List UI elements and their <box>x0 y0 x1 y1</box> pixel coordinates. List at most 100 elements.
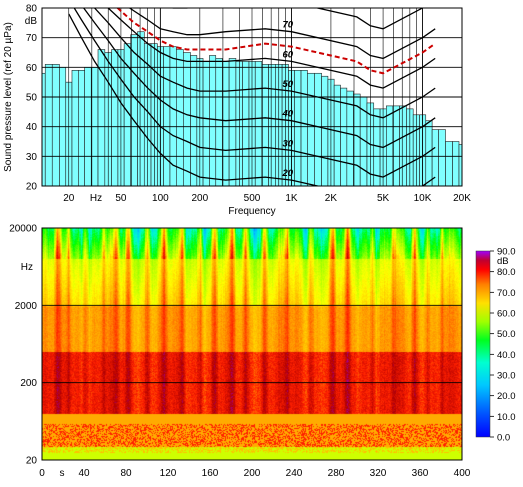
spectrum-bar <box>242 61 250 186</box>
colorbar: 90.080.070.060.050.040.030.020.010.00.0 … <box>475 247 516 444</box>
threshold-curve <box>116 8 436 75</box>
spectrum-bar <box>458 144 462 186</box>
spectrum-bar <box>321 75 329 186</box>
spectrum-bar <box>399 105 407 186</box>
spectrum-y-ticks: 20 30 40 50 60 70 80 <box>26 4 38 193</box>
loudness-contour <box>68 13 436 186</box>
spectrogram-x-tick: 240 <box>286 468 303 479</box>
spectrum-bar <box>228 58 237 186</box>
spectrum-bar <box>51 64 60 186</box>
colorbar-tick-label: 60.0 <box>497 309 516 320</box>
colorbar-tick-label: 10.0 <box>497 412 516 423</box>
spectrum-bar <box>373 108 381 186</box>
spectrogram-x-tick: 40 <box>78 468 90 479</box>
spectrogram-y-tick: 200 <box>20 378 37 389</box>
spectrogram-x-tick: 360 <box>412 468 429 479</box>
spectrum-bar <box>71 70 79 186</box>
loudness-contour <box>128 8 436 60</box>
contour-label: 40 <box>282 109 294 120</box>
spectrum-bar <box>254 61 263 186</box>
colorbar-tick-label: 50.0 <box>497 329 516 340</box>
spectrum-y-tick: 20 <box>26 182 38 193</box>
spectrum-x-unit: Hz <box>90 193 102 204</box>
colorbar-tick-label: 20.0 <box>497 391 516 402</box>
spectrogram-x-tick: 320 <box>370 468 387 479</box>
spectrogram-x-tick: 280 <box>328 468 345 479</box>
spectrum-x-tick: 2K <box>325 193 338 204</box>
spectrum-bar <box>222 61 230 186</box>
spectrum-bar <box>445 141 453 186</box>
spectrum-chart: 20 30 40 50 60 70 20 30 40 50 60 70 80 20 50 100 200 50… <box>3 4 471 218</box>
colorbar-unit: dB <box>497 256 509 267</box>
spectrum-bar <box>78 70 85 186</box>
spectrum-y-unit: dB <box>25 16 38 27</box>
spectrum-bar <box>300 70 308 186</box>
spectrogram-y-tick: 20 <box>26 456 38 467</box>
spectrogram-frame <box>41 227 463 461</box>
colorbar-ticks: 90.0 80.0 70.0 60.0 50.0 40.0 30.0 20.0 10.0 0.0 <box>490 247 516 444</box>
loudness-contour <box>93 8 436 119</box>
spectrum-x-tick: 500 <box>244 193 261 204</box>
spectrum-bar <box>452 141 460 186</box>
spectrum-x-tick: 5K <box>377 193 390 204</box>
spectrum-y-tick: 60 <box>26 63 38 74</box>
spectrum-y-label: Sound pressure level (ref 20 µPa) <box>3 22 14 172</box>
spectrum-x-tick: 50 <box>115 193 127 204</box>
spectrogram-x-tick: 0 <box>39 468 45 479</box>
spectrum-bar <box>190 55 198 186</box>
spectrum-y-tick: 70 <box>26 33 38 44</box>
spectrogram-x-tick: 200 <box>244 468 261 479</box>
spectrogram-y-unit: Hz <box>21 262 33 273</box>
spectrogram-heatmap <box>42 228 462 460</box>
spectrum-bar <box>438 129 446 186</box>
contour-label: 60 <box>283 49 294 60</box>
spectrum-y-tick: 40 <box>26 122 38 133</box>
spectrum-bar <box>307 72 315 186</box>
spectrum-bar <box>333 84 341 186</box>
spectrum-bar <box>176 49 184 186</box>
loudness-contour <box>170 8 424 30</box>
spectrogram-y-tick: 2000 <box>15 301 38 312</box>
colorbar-tick-label: 90.0 <box>497 247 516 258</box>
spectrum-bar <box>137 31 145 186</box>
spectrum-x-tick: 10K <box>414 193 432 204</box>
spectrogram-chart: 20 200 2000 20000 0 40 80 120 160 200 240 280 320 36… <box>9 224 471 480</box>
colorbar-gradient <box>475 250 491 438</box>
spectrogram-x-tick: 120 <box>160 468 177 479</box>
spectrum-bar <box>215 58 223 186</box>
spectrum-plot-frame <box>41 7 463 187</box>
spectrum-bar <box>44 64 53 186</box>
spectrum-bar <box>392 105 400 186</box>
spectrogram-x-tick: 400 <box>454 468 471 479</box>
loudness-contour <box>82 8 436 149</box>
loudness-contour <box>107 8 436 89</box>
colorbar-tick-label: 70.0 <box>497 288 516 299</box>
spectrum-bar <box>314 72 322 186</box>
spectrum-bar <box>261 64 269 186</box>
spectrogram-x-ticks: 0 40 80 120 160 200 240 280 320 360 400 <box>39 468 471 479</box>
spectrum-bar <box>294 70 302 186</box>
spectrum-bar <box>209 55 217 186</box>
spectrogram-x-unit: s <box>60 468 65 479</box>
spectrum-bar <box>183 52 191 186</box>
spectrum-bar <box>268 64 276 186</box>
spectrum-x-tick: 100 <box>152 193 169 204</box>
spectrum-bar <box>130 34 138 186</box>
spectrum-bar <box>97 49 106 186</box>
colorbar-tick-label: 40.0 <box>497 350 516 361</box>
spectrogram-x-tick: 160 <box>202 468 219 479</box>
colorbar-tick-label: 80.0 <box>497 267 516 278</box>
contour-label: 30 <box>283 138 294 149</box>
spectrum-bar <box>202 61 210 186</box>
spectrum-x-tick: 200 <box>191 193 208 204</box>
contour-label: 20 <box>282 168 294 179</box>
spectrum-x-tick: 20 <box>63 193 75 204</box>
spectrum-x-tick: 1K <box>285 193 298 204</box>
spectrogram-y-ticks: 20 200 2000 20000 <box>9 224 37 467</box>
contour-label: 50 <box>283 79 294 90</box>
spectrum-y-tick: 50 <box>26 93 38 104</box>
contour-label: 70 <box>283 20 294 31</box>
colorbar-tick-label: 0.0 <box>497 433 510 444</box>
equal-loudness-contours: 20 30 40 50 60 70 <box>68 8 436 186</box>
